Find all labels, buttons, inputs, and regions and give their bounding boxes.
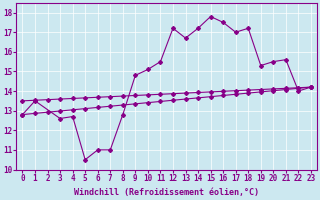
X-axis label: Windchill (Refroidissement éolien,°C): Windchill (Refroidissement éolien,°C) xyxy=(74,188,259,197)
